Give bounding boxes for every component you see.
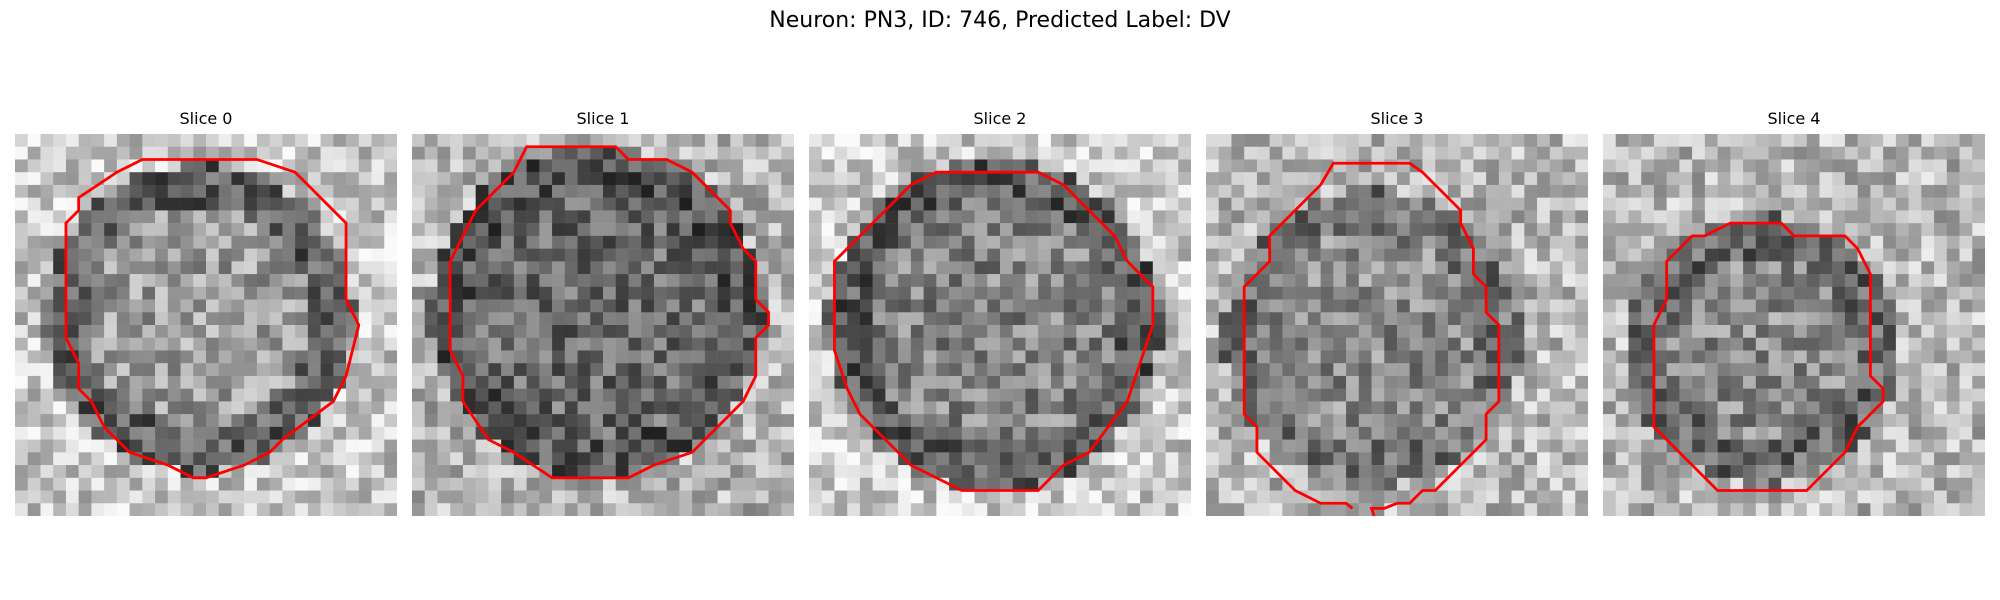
- slice-image-0: [15, 134, 397, 516]
- roi-contour-1: [448, 145, 770, 480]
- figure-title: Neuron: PN3, ID: 746, Predicted Label: D…: [769, 8, 1231, 33]
- slice-title-4: Slice 4: [1767, 109, 1821, 128]
- roi-contour-0: [64, 158, 361, 480]
- slice-image-1: [412, 134, 794, 516]
- slice-title-1: Slice 1: [576, 109, 630, 128]
- roi-contour-4: [1652, 221, 1885, 492]
- roi-contour-2: [833, 170, 1155, 492]
- slice-pixel-grid-0: [15, 134, 397, 516]
- slice-pixel-grid-1: [412, 134, 794, 516]
- slice-pixel-grid-3: [1206, 134, 1588, 516]
- slice-pixel-grid-4: [1603, 134, 1985, 516]
- slice-title-3: Slice 3: [1370, 109, 1424, 128]
- slice-pixel-grid-2: [809, 134, 1191, 516]
- roi-contour-3: [1242, 161, 1501, 516]
- slice-image-2: [809, 134, 1191, 516]
- slice-image-3: [1206, 134, 1588, 516]
- slice-title-2: Slice 2: [973, 109, 1027, 128]
- slice-title-0: Slice 0: [179, 109, 233, 128]
- slice-image-4: [1603, 134, 1985, 516]
